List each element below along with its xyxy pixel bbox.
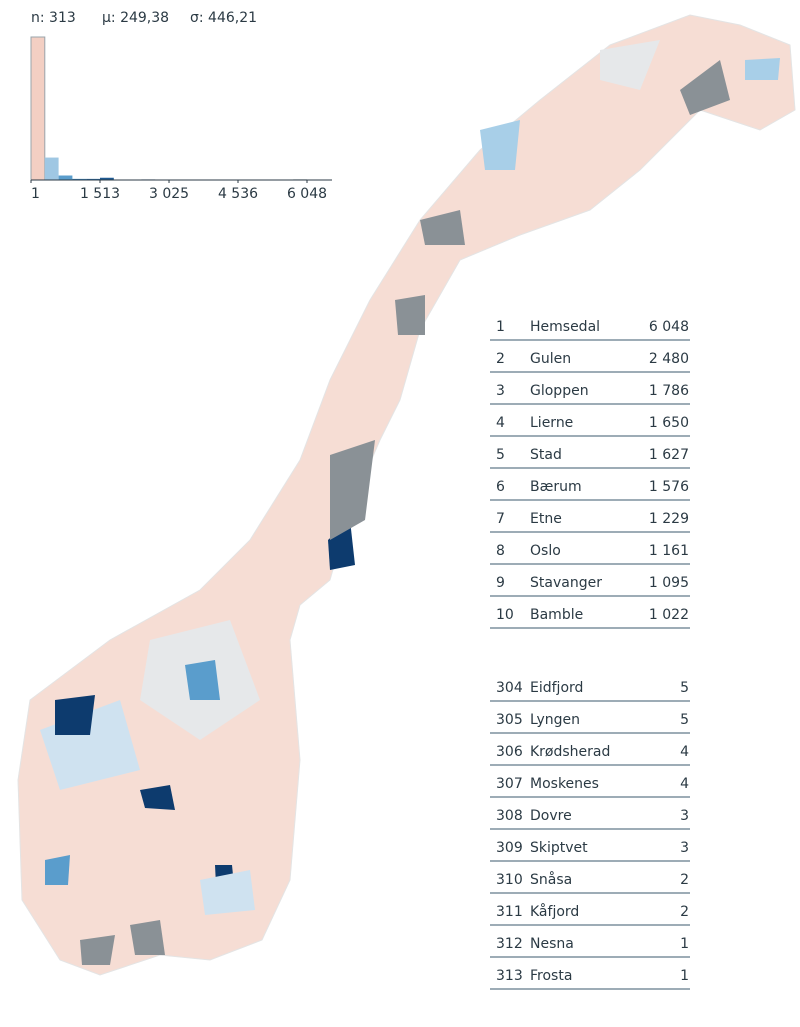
rank: 313 [496, 968, 523, 984]
rank: 310 [496, 872, 523, 888]
region [328, 520, 355, 570]
value: 4 [680, 776, 689, 792]
municipality: Moskenes [530, 776, 599, 792]
region [395, 295, 425, 335]
value: 1 650 [649, 415, 689, 431]
rank: 308 [496, 808, 523, 824]
histogram-bar [100, 177, 114, 180]
value: 1 576 [649, 479, 689, 495]
municipality: Gulen [530, 351, 571, 367]
map [17, 14, 796, 976]
value: 1 786 [649, 383, 689, 399]
value: 2 [680, 872, 689, 888]
value: 1 627 [649, 447, 689, 463]
value: 3 [680, 808, 689, 824]
value: 5 [680, 712, 689, 728]
region [45, 855, 70, 885]
rank: 1 [496, 319, 505, 335]
region [600, 40, 660, 90]
histogram-bar [44, 157, 59, 180]
region [185, 660, 220, 700]
country-outline [17, 14, 796, 976]
value: 6 048 [649, 319, 689, 335]
x-tick-label: 1 [31, 186, 40, 202]
municipality: Stavanger [530, 575, 602, 591]
value: 1 229 [649, 511, 689, 527]
region [330, 440, 375, 540]
histogram-bar [86, 178, 100, 180]
rank: 8 [496, 543, 505, 559]
region [55, 695, 95, 735]
stat-sd: σ: 446,21 [190, 10, 257, 26]
value: 1 161 [649, 543, 689, 559]
region [480, 120, 520, 170]
region [420, 210, 465, 245]
rank: 307 [496, 776, 523, 792]
municipality: Gloppen [530, 383, 589, 399]
rank: 309 [496, 840, 523, 856]
rank: 6 [496, 479, 505, 495]
region [80, 935, 115, 965]
region [745, 58, 780, 80]
histogram-bar [72, 178, 87, 180]
value: 2 480 [649, 351, 689, 367]
rank: 9 [496, 575, 505, 591]
x-tick-label: 3 025 [149, 186, 189, 202]
value: 2 [680, 904, 689, 920]
rank: 5 [496, 447, 505, 463]
rank: 312 [496, 936, 523, 952]
rank: 7 [496, 511, 505, 527]
value: 3 [680, 840, 689, 856]
municipality: Dovre [530, 808, 572, 824]
value: 1 022 [649, 607, 689, 623]
rank: 304 [496, 680, 523, 696]
rank: 2 [496, 351, 505, 367]
municipality: Etne [530, 511, 562, 527]
value: 1 095 [649, 575, 689, 591]
municipality: Bærum [530, 479, 582, 495]
histogram-bar [30, 36, 46, 181]
rank: 306 [496, 744, 523, 760]
rank: 3 [496, 383, 505, 399]
x-tick-label: 4 536 [218, 186, 258, 202]
region [680, 60, 730, 115]
municipality: Bamble [530, 607, 583, 623]
municipality: Kåfjord [530, 903, 579, 920]
municipality: Eidfjord [530, 680, 583, 696]
stat-mean: μ: 249,38 [102, 10, 169, 26]
municipality: Lyngen [530, 712, 580, 728]
municipality: Oslo [530, 543, 561, 559]
value: 4 [680, 744, 689, 760]
x-tick-label: 6 048 [287, 186, 327, 202]
region [130, 920, 165, 955]
x-tick-label: 1 513 [80, 186, 120, 202]
region [200, 870, 255, 915]
municipality: Krødsherad [530, 744, 610, 760]
rank: 311 [496, 904, 523, 920]
value: 1 [680, 968, 689, 984]
value: 5 [680, 680, 689, 696]
municipality: Lierne [530, 415, 573, 431]
rank: 4 [496, 415, 505, 431]
rank: 305 [496, 712, 523, 728]
stat-n: n: 313 [31, 10, 76, 26]
rank: 10 [496, 607, 514, 623]
municipality: Stad [530, 447, 562, 463]
municipality: Snåsa [530, 871, 572, 888]
value: 1 [680, 936, 689, 952]
municipality: Skiptvet [530, 840, 588, 856]
municipality: Frosta [530, 968, 572, 984]
region [140, 785, 175, 810]
histogram-bar [58, 175, 73, 180]
municipality: Nesna [530, 936, 574, 952]
municipality: Hemsedal [530, 319, 600, 335]
